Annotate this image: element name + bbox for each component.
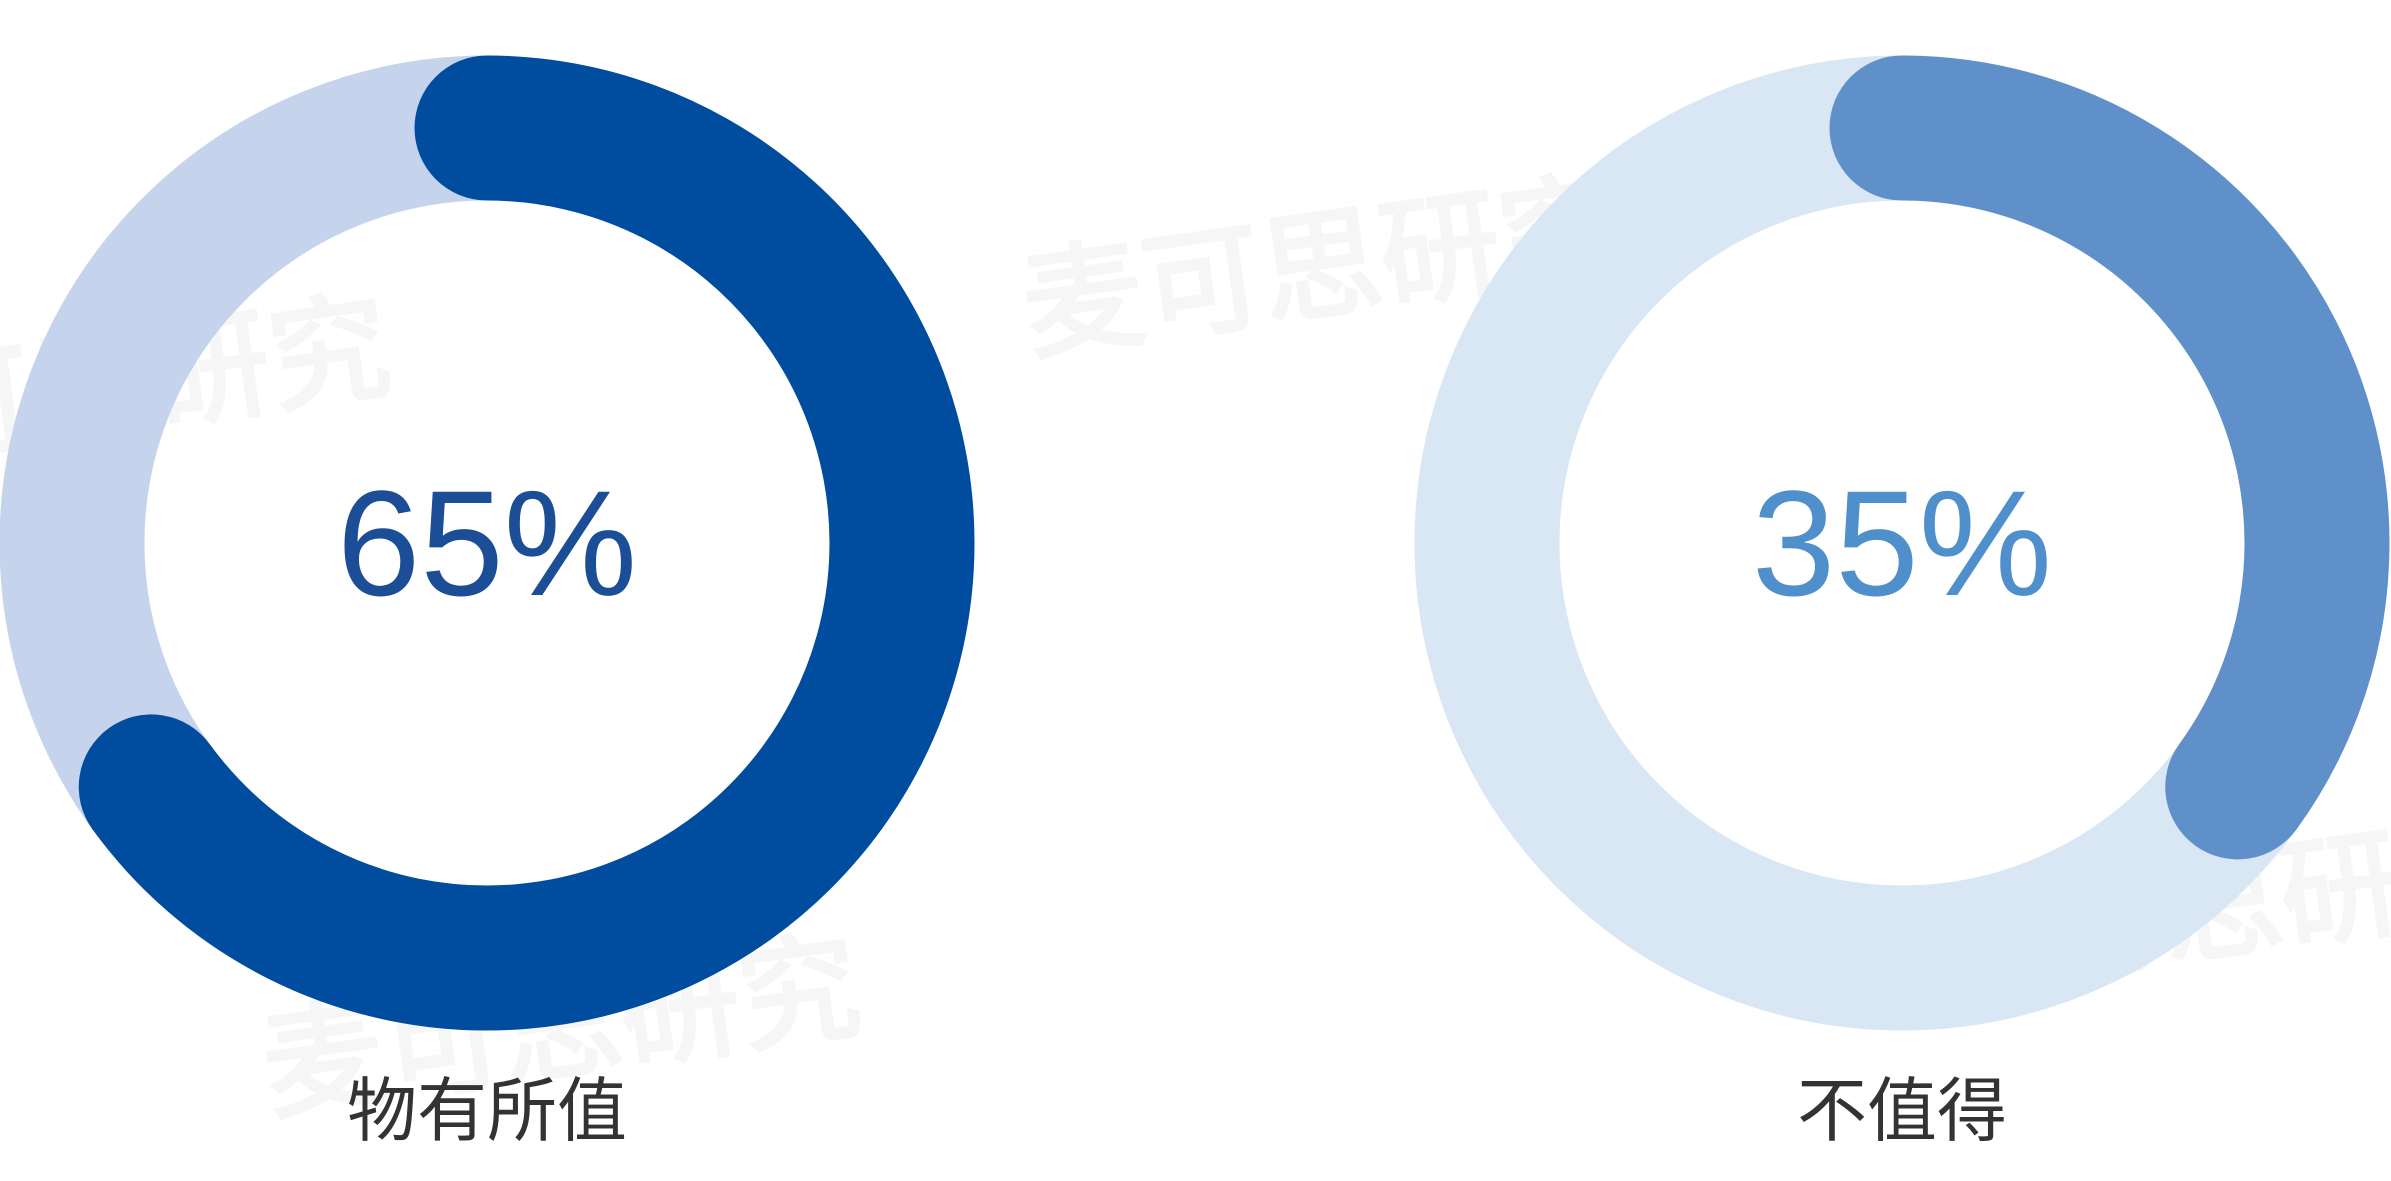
donut-value-arc-2	[1829, 55, 2390, 860]
donut-value-arc-1	[78, 55, 975, 1031]
donut-chart-1: 65% 物有所值	[0, 55, 975, 1152]
donut-category-label-1: 物有所值	[347, 1070, 627, 1152]
donut-category-label-2: 不值得	[1797, 1070, 2007, 1152]
donut-percent-label-2: 35%	[1752, 459, 2052, 627]
donut-percent-label-1: 65%	[337, 459, 637, 627]
donut-chart-2: 35% 不值得	[1414, 55, 2390, 1152]
